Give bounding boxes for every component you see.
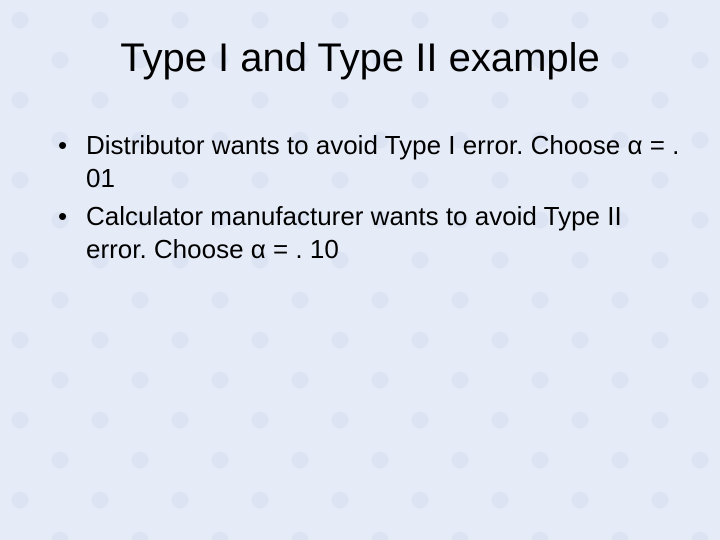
slide: Type I and Type II example Distributor w… [0, 0, 720, 540]
list-item: Calculator manufacturer wants to avoid T… [58, 200, 680, 265]
list-item: Distributor wants to avoid Type I error.… [58, 129, 680, 194]
bullet-list: Distributor wants to avoid Type I error.… [40, 129, 680, 265]
slide-title: Type I and Type II example [40, 36, 680, 81]
